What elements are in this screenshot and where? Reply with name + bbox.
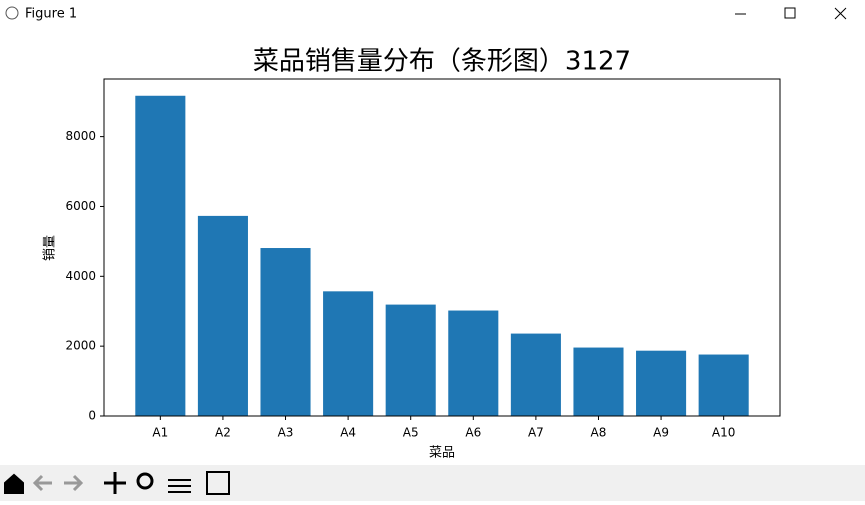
back-button[interactable] bbox=[32, 474, 52, 492]
y-tick-label: 4000 bbox=[65, 269, 96, 283]
axes-frame bbox=[103, 78, 781, 417]
x-tick-label: A6 bbox=[465, 426, 481, 440]
y-tick-label: 6000 bbox=[65, 199, 96, 213]
x-axis-label: 菜品 bbox=[429, 446, 455, 461]
maximize-button[interactable] bbox=[784, 7, 796, 19]
title-bar bbox=[0, 0, 865, 28]
bar bbox=[448, 310, 499, 416]
bar bbox=[636, 350, 687, 416]
bar bbox=[260, 248, 311, 416]
x-tick-label: A4 bbox=[340, 426, 356, 440]
toolbar bbox=[0, 465, 865, 501]
pan-button[interactable] bbox=[104, 472, 126, 494]
x-tick-label: A1 bbox=[152, 426, 168, 440]
y-tick-label: 2000 bbox=[65, 339, 96, 353]
y-axis-label: 销量 bbox=[43, 235, 58, 261]
x-tick-label: A10 bbox=[712, 426, 735, 440]
home-button[interactable] bbox=[4, 473, 24, 494]
plot: 0 2000 4000 6000 8000 A1 A2 A3 A4 A5 A6 A7 A8 A9 A10 bbox=[65, 95, 749, 440]
bar bbox=[135, 95, 186, 416]
chart-title: 菜品销售量分布（条形图）3127 bbox=[253, 47, 631, 77]
configure-button[interactable] bbox=[168, 479, 191, 493]
forward-button[interactable] bbox=[64, 474, 84, 492]
zoom-button[interactable] bbox=[136, 472, 154, 490]
bar bbox=[510, 333, 561, 416]
x-tick-label: A7 bbox=[528, 426, 544, 440]
x-tick-label: A2 bbox=[215, 426, 231, 440]
y-tick-label: 8000 bbox=[65, 129, 96, 143]
bar bbox=[698, 354, 749, 416]
x-tick-label: A9 bbox=[653, 426, 669, 440]
save-button[interactable] bbox=[206, 471, 230, 495]
bar bbox=[323, 291, 374, 416]
x-tick-label: A3 bbox=[278, 426, 294, 440]
x-tick-label: A5 bbox=[403, 426, 419, 440]
y-tick-label: 0 bbox=[88, 409, 96, 423]
app-icon bbox=[5, 6, 19, 20]
x-tick-label: A8 bbox=[591, 426, 607, 440]
bar bbox=[385, 304, 436, 416]
bar bbox=[573, 347, 624, 416]
window-title: Figure 1 bbox=[25, 7, 77, 22]
bar bbox=[197, 215, 248, 416]
close-button[interactable] bbox=[834, 7, 847, 20]
